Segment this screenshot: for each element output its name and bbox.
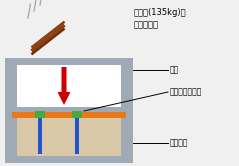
Bar [17,112,121,156]
Bar [72,111,82,118]
Bar [12,65,17,156]
Bar [5,58,12,163]
Bar [17,65,121,112]
Bar [126,58,133,163]
Bar [5,58,133,65]
Text: 鋼製材(135kg)の: 鋼製材(135kg)の [134,8,187,17]
Bar [5,156,133,163]
Bar [5,112,133,163]
Text: 建屋: 建屋 [170,66,179,75]
Polygon shape [58,67,71,105]
Polygon shape [30,24,66,52]
Polygon shape [31,28,65,55]
Text: 衝突を想定: 衝突を想定 [134,20,159,29]
Bar [121,65,126,156]
Bar [75,118,79,154]
Bar [38,118,42,154]
Bar [12,112,126,118]
Text: 飛来物防護設備: 飛来物防護設備 [170,87,202,96]
Polygon shape [31,21,65,48]
Bar [12,107,126,112]
Bar [35,111,45,118]
Text: 重要機器: 重要機器 [170,138,189,148]
